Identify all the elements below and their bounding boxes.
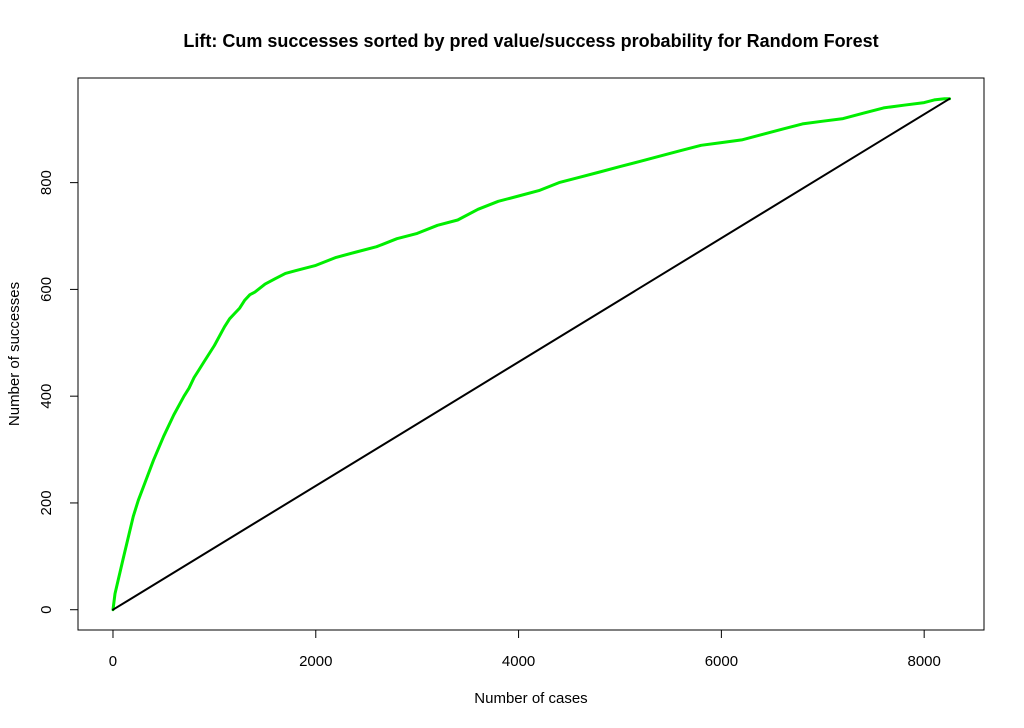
y-tick-label: 800 [38, 170, 55, 195]
y-axis: 0 200 400 600 800 [38, 170, 78, 614]
chart-title: Lift: Cum successes sorted by pred value… [183, 31, 878, 51]
x-axis: 0 2000 4000 6000 8000 [109, 630, 941, 670]
series-line-baseline [112, 97, 951, 611]
x-axis-title: Number of cases [474, 690, 587, 707]
x-tick-label: 8000 [907, 653, 940, 670]
x-tick-label: 2000 [299, 653, 332, 670]
series-layer [111, 97, 951, 612]
y-axis-title: Number of successes [6, 282, 23, 426]
y-tick-label: 400 [38, 384, 55, 409]
plot-area [77, 77, 985, 631]
y-tick-label: 0 [38, 606, 55, 614]
series-line-lift [111, 97, 951, 612]
x-tick-label: 0 [109, 653, 117, 670]
y-tick-label: 600 [38, 277, 55, 302]
y-tick-label: 200 [38, 490, 55, 515]
x-tick-label: 4000 [502, 653, 535, 670]
x-tick-label: 6000 [705, 653, 738, 670]
